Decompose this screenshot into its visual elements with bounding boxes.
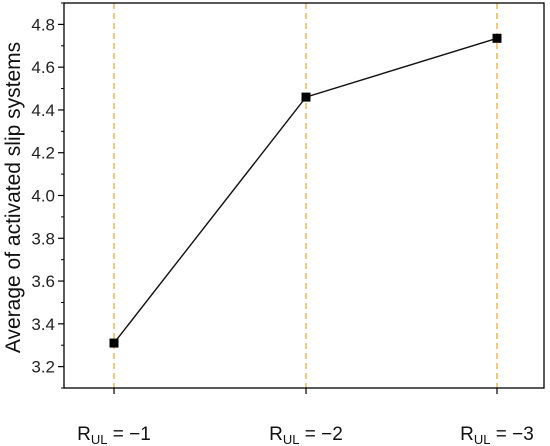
data-point-2 bbox=[301, 92, 311, 102]
plot-frame bbox=[63, 2, 545, 389]
y-tick-label: 3.2 bbox=[31, 358, 55, 377]
y-tick-label: 4.6 bbox=[31, 58, 55, 77]
y-tick-label: 4.8 bbox=[31, 15, 55, 34]
data-markers bbox=[109, 33, 502, 348]
y-tick-label: 3.4 bbox=[31, 315, 55, 334]
x-tick-label-1: RUL = −1 bbox=[77, 424, 151, 446]
category-guides bbox=[113, 3, 498, 388]
x-axis-ticks: RUL = −1 RUL = −2 RUL = −3 bbox=[77, 388, 534, 446]
y-tick-label: 3.6 bbox=[31, 272, 55, 291]
y-tick-label: 4.2 bbox=[31, 144, 55, 163]
data-point-1 bbox=[109, 338, 119, 348]
y-axis-label: Average of activated slip systems bbox=[2, 42, 25, 353]
y-tick-label: 3.8 bbox=[31, 229, 55, 248]
y-tick-label: 4.4 bbox=[31, 101, 55, 120]
x-tick-label-2: RUL = −2 bbox=[269, 424, 343, 446]
y-tick-label: 4.0 bbox=[31, 187, 55, 206]
y-axis-ticks: 3.2 3.4 3.6 3.8 4.0 4.2 4.4 4.6 4.8 bbox=[31, 2, 64, 389]
data-point-3 bbox=[492, 33, 502, 43]
x-tick-label-3: RUL = −3 bbox=[460, 424, 534, 446]
